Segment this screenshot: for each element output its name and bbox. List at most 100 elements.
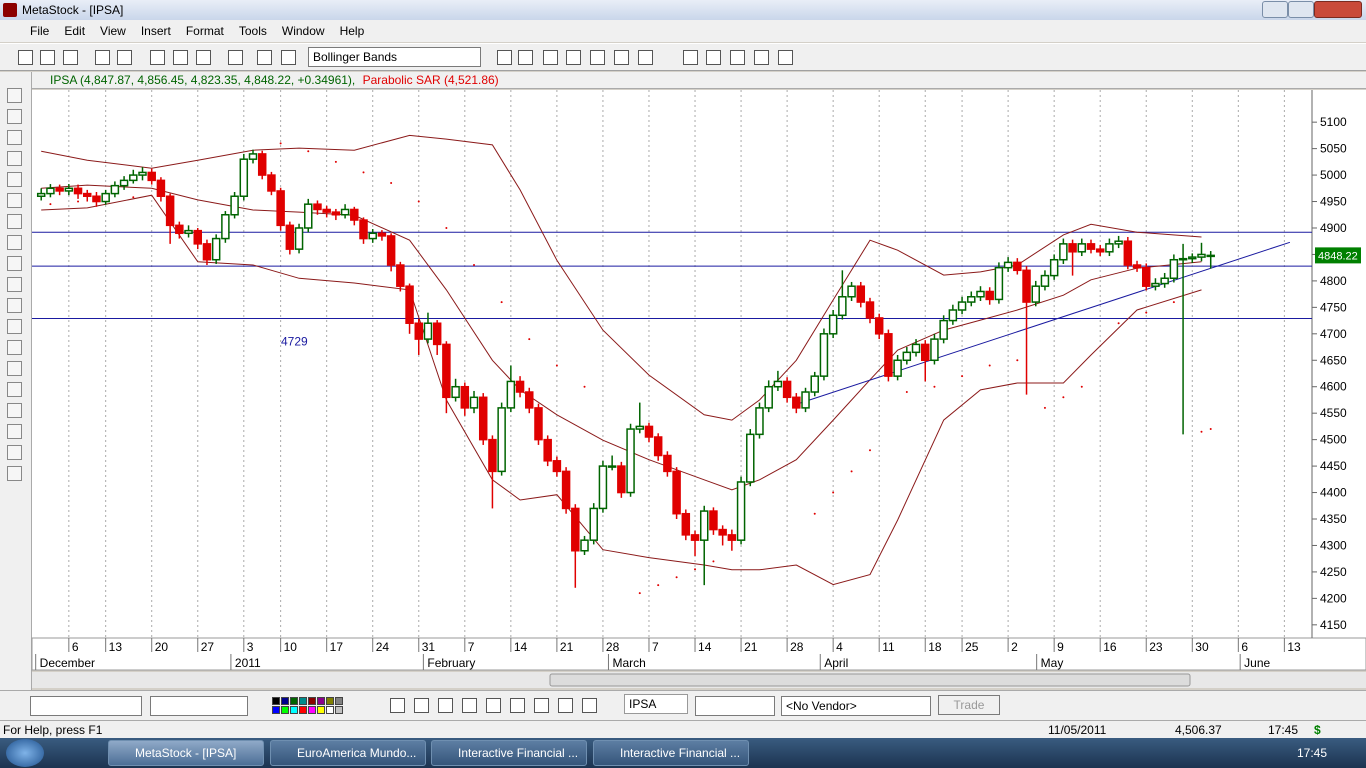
tool-button[interactable] (7, 235, 22, 250)
restore-button[interactable] (1288, 1, 1314, 18)
task-item[interactable]: MetaStock - [IPSA] (108, 740, 264, 766)
toolbar-button[interactable] (614, 50, 629, 65)
toolbar-button[interactable] (257, 50, 272, 65)
tool-button[interactable] (7, 151, 22, 166)
tool-button[interactable] (7, 445, 22, 460)
toolbar-button[interactable] (196, 50, 211, 65)
tool-button[interactable] (7, 319, 22, 334)
color-swatch[interactable] (335, 706, 343, 714)
toolbar-button[interactable] (117, 50, 132, 65)
color-swatch[interactable] (272, 697, 280, 705)
toolbar-button[interactable] (438, 698, 453, 713)
color-swatch[interactable] (299, 697, 307, 705)
color-swatch[interactable] (326, 697, 334, 705)
tool-button[interactable] (7, 214, 22, 229)
toolbar-button[interactable] (497, 50, 512, 65)
toolbar-button[interactable] (638, 50, 653, 65)
menu-item[interactable]: Format (185, 24, 224, 38)
color-swatch[interactable] (290, 697, 298, 705)
toolbar-button[interactable] (390, 698, 405, 713)
color-swatch[interactable] (308, 706, 316, 714)
color-swatch[interactable] (317, 697, 325, 705)
toolbar-button[interactable] (486, 698, 501, 713)
menu-item[interactable]: File (30, 24, 50, 38)
color-swatch[interactable] (317, 706, 325, 714)
toolbar-button[interactable] (683, 50, 698, 65)
menu-item[interactable]: Window (281, 24, 325, 38)
menu-item[interactable]: Edit (64, 24, 86, 38)
toolbar-button[interactable] (730, 50, 745, 65)
color-swatch[interactable] (299, 706, 307, 714)
menu-item[interactable]: View (100, 24, 126, 38)
minimize-button[interactable] (1262, 1, 1288, 18)
toolbar-button[interactable] (63, 50, 78, 65)
toolbar-button[interactable] (518, 50, 533, 65)
x-tick-label: 7 (652, 640, 659, 654)
toolbar-button[interactable] (281, 50, 296, 65)
toolbar-button[interactable] (543, 50, 558, 65)
color-swatch[interactable] (308, 697, 316, 705)
toolbar-button[interactable] (534, 698, 549, 713)
close-button[interactable] (1314, 1, 1362, 18)
line-width-dropdown[interactable] (150, 696, 248, 716)
tool-button[interactable] (7, 403, 22, 418)
scroll-thumb[interactable] (549, 673, 1191, 687)
tool-button[interactable] (7, 340, 22, 355)
candle-body (663, 454, 672, 473)
color-swatch[interactable] (272, 706, 280, 714)
toolbar-button[interactable] (566, 50, 581, 65)
symbol-box[interactable]: IPSA (624, 694, 688, 714)
color-swatch[interactable] (290, 706, 298, 714)
task-item[interactable]: EuroAmerica Mundo... (270, 740, 426, 766)
color-swatch[interactable] (281, 706, 289, 714)
tool-button[interactable] (7, 256, 22, 271)
toolbar-button[interactable] (754, 50, 769, 65)
trade-button[interactable]: Trade (938, 695, 1000, 715)
tool-button[interactable] (7, 424, 22, 439)
toolbar-button[interactable] (40, 50, 55, 65)
toolbar-button[interactable] (150, 50, 165, 65)
toolbar-button[interactable] (173, 50, 188, 65)
sar-dot (988, 364, 991, 367)
toolbar-button[interactable] (706, 50, 721, 65)
task-label: Interactive Financial ... (620, 746, 741, 760)
menu-item[interactable]: Help (339, 24, 365, 38)
toolbar-button[interactable] (462, 698, 477, 713)
tool-button[interactable] (7, 298, 22, 313)
candle-body (83, 192, 92, 197)
color-swatch[interactable] (326, 706, 334, 714)
sar-dot (417, 200, 420, 203)
task-item[interactable]: Interactive Financial ... (593, 740, 749, 766)
tool-button[interactable] (7, 277, 22, 292)
color-swatch[interactable] (281, 697, 289, 705)
toolbar-button[interactable] (582, 698, 597, 713)
toolbar-button[interactable] (95, 50, 110, 65)
toolbar-button[interactable] (510, 698, 525, 713)
toolbar: Bollinger Bands (0, 43, 1366, 71)
toolbar-button[interactable] (558, 698, 573, 713)
indicator-dropdown[interactable]: Bollinger Bands (308, 47, 481, 67)
menu-item[interactable]: Insert (140, 24, 171, 38)
toolbar-button[interactable] (414, 698, 429, 713)
task-item[interactable]: Interactive Financial ... (431, 740, 587, 766)
tool-button[interactable] (7, 466, 22, 481)
symbol-dropdown[interactable] (695, 696, 775, 716)
toolbar-button[interactable] (228, 50, 243, 65)
toolbar-button[interactable] (590, 50, 605, 65)
candle-body (948, 309, 958, 322)
toolbar-button[interactable] (778, 50, 793, 65)
tool-button[interactable] (7, 382, 22, 397)
tool-button[interactable] (7, 130, 22, 145)
tool-button[interactable] (7, 193, 22, 208)
start-button[interactable] (6, 739, 44, 767)
color-swatch[interactable] (335, 697, 343, 705)
tool-button[interactable] (7, 361, 22, 376)
vendor-dropdown[interactable]: <No Vendor> (781, 696, 931, 716)
tool-button[interactable] (7, 88, 22, 103)
tool-button[interactable] (7, 109, 22, 124)
candle-body (175, 224, 184, 235)
tool-button[interactable] (7, 172, 22, 187)
toolbar-button[interactable] (18, 50, 33, 65)
menu-item[interactable]: Tools (238, 24, 267, 38)
line-style-dropdown[interactable] (30, 696, 142, 716)
